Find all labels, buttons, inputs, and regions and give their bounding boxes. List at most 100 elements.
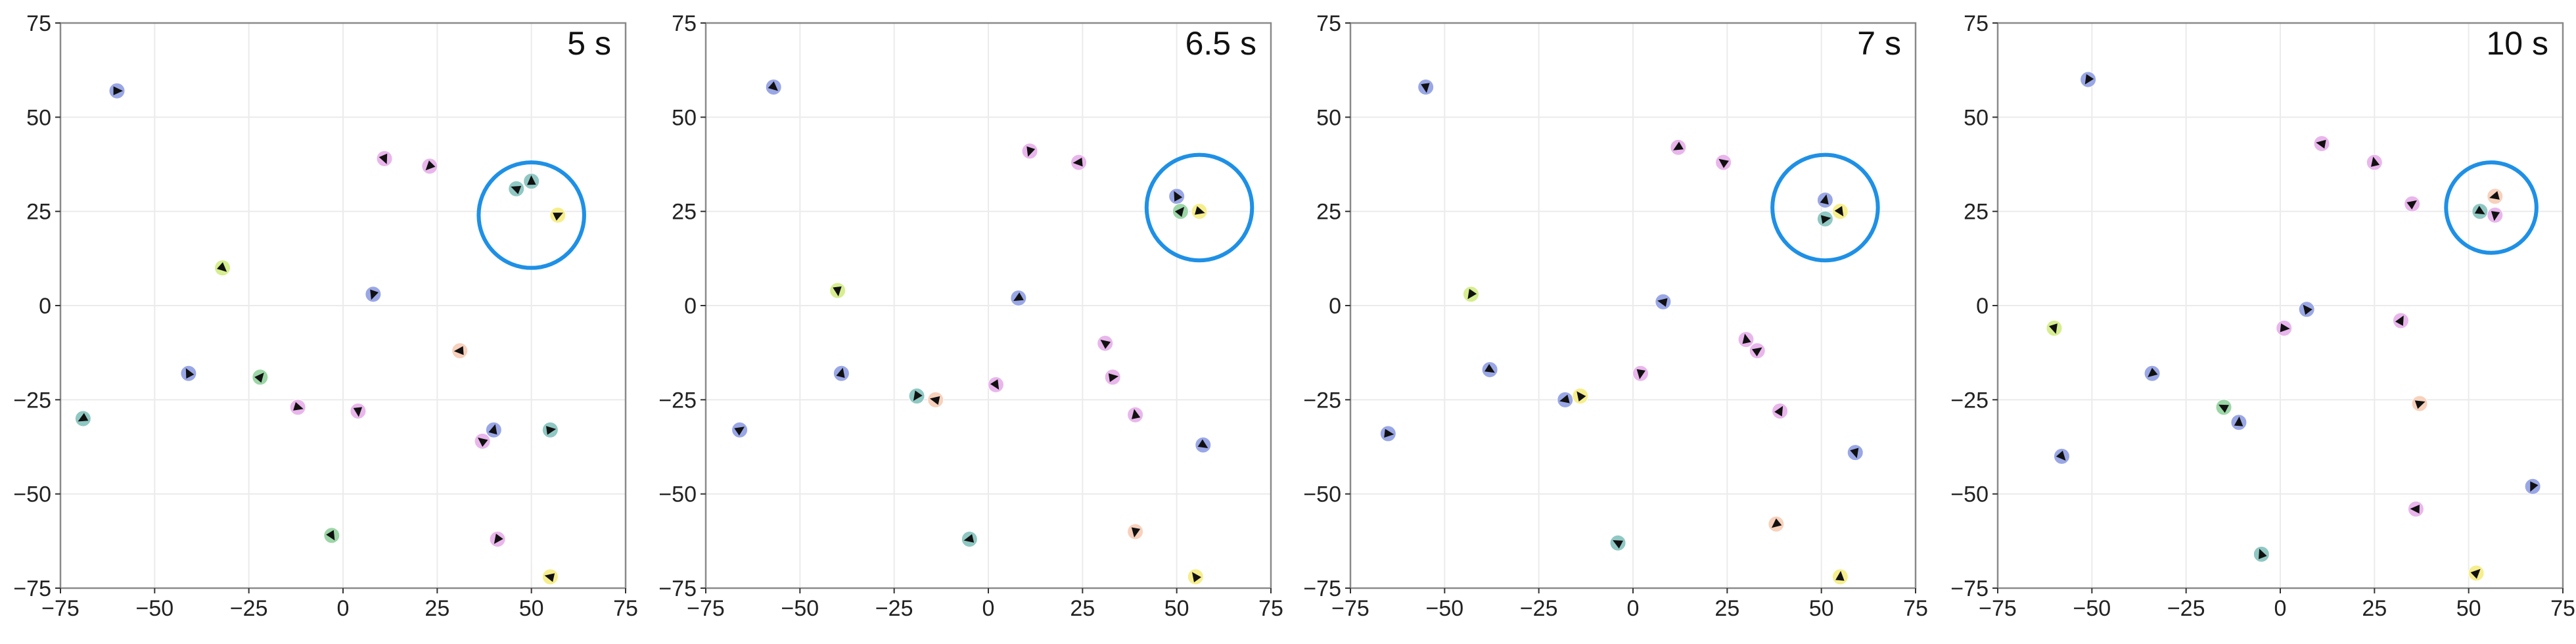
point-arrow-icon bbox=[1195, 206, 1205, 215]
y-tick-label: 75 bbox=[26, 11, 51, 36]
data-point bbox=[1127, 523, 1144, 540]
point-arrow-icon bbox=[1132, 409, 1141, 419]
x-tick-label: 50 bbox=[2456, 596, 2481, 621]
point-arrow-icon bbox=[217, 262, 227, 272]
y-tick-label: 0 bbox=[1976, 294, 1989, 319]
data-point bbox=[108, 82, 126, 99]
x-tick-label: −25 bbox=[230, 596, 268, 621]
x-tick-label: 75 bbox=[2550, 596, 2575, 621]
data-point bbox=[987, 376, 1004, 393]
data-point bbox=[1127, 406, 1144, 423]
data-point bbox=[1772, 403, 1789, 420]
point-arrow-icon bbox=[353, 407, 363, 417]
point-arrow-icon bbox=[425, 160, 436, 171]
y-tick-label: 75 bbox=[1316, 11, 1341, 36]
y-tick-label: −50 bbox=[13, 482, 51, 507]
point-arrow-icon bbox=[1174, 206, 1185, 218]
y-tick-label: 50 bbox=[672, 105, 697, 130]
x-tick-label: 0 bbox=[1627, 596, 1640, 621]
data-point bbox=[2276, 319, 2293, 336]
data-point bbox=[289, 399, 306, 416]
panel-4: −75 −50 −25 0 25 50 75 75 50 25 0 −25 −50 −75 10 s bbox=[1950, 11, 2575, 621]
data-point bbox=[541, 421, 559, 438]
point-arrow-icon bbox=[1108, 373, 1119, 382]
point-arrow-icon bbox=[2219, 404, 2229, 413]
x-tick-label: 50 bbox=[1164, 596, 1189, 621]
data-point bbox=[765, 78, 782, 95]
data-point bbox=[1010, 290, 1027, 307]
data-point bbox=[1715, 154, 1732, 171]
data-point bbox=[489, 530, 506, 547]
data-point bbox=[1379, 425, 1396, 442]
data-point bbox=[214, 260, 231, 277]
y-tick-label: −25 bbox=[1950, 388, 1989, 413]
x-tick-label: 50 bbox=[1809, 596, 1834, 621]
point-arrow-icon bbox=[1751, 347, 1762, 357]
y-tick-label: 25 bbox=[672, 200, 697, 225]
data-point bbox=[421, 158, 438, 175]
data-point bbox=[1417, 78, 1435, 95]
data-point bbox=[350, 403, 367, 420]
point-arrow-icon bbox=[929, 396, 940, 405]
data-point bbox=[927, 391, 944, 408]
data-point bbox=[1172, 203, 1189, 220]
y-tick-label: −50 bbox=[1303, 482, 1341, 507]
point-arrow-icon bbox=[113, 86, 123, 95]
x-tick-label: −75 bbox=[1979, 596, 2017, 621]
data-point bbox=[74, 410, 91, 427]
point-arrow-icon bbox=[2470, 568, 2481, 579]
y-tick-label: −75 bbox=[1303, 576, 1341, 601]
point-arrow-icon bbox=[1718, 158, 1729, 168]
x-tick-label: 0 bbox=[337, 596, 350, 621]
y-tick-label: 0 bbox=[684, 294, 697, 319]
data-point bbox=[523, 173, 540, 190]
point-arrow-icon bbox=[1026, 146, 1036, 157]
y-tick-label: 75 bbox=[672, 11, 697, 36]
point-arrow-icon bbox=[1613, 540, 1623, 549]
point-arrow-icon bbox=[326, 530, 335, 541]
panel-3: −75 −50 −25 0 25 50 75 75 50 25 0 −25 −50 −75 7 s bbox=[1303, 11, 1928, 621]
point-arrow-icon bbox=[1834, 206, 1844, 217]
x-tick-label: 0 bbox=[2274, 596, 2287, 621]
data-point bbox=[2472, 203, 2489, 220]
data-point bbox=[2404, 195, 2421, 212]
y-tick-label: −75 bbox=[658, 576, 697, 601]
point-arrow-icon bbox=[488, 424, 497, 435]
point-arrow-icon bbox=[1384, 428, 1394, 438]
point-arrow-icon bbox=[833, 286, 842, 296]
point-arrow-icon bbox=[2491, 211, 2500, 221]
data-point bbox=[908, 388, 925, 405]
x-tick-label: −50 bbox=[781, 596, 819, 621]
x-tick-label: 75 bbox=[1903, 596, 1928, 621]
data-point bbox=[731, 421, 748, 438]
data-point bbox=[2468, 564, 2485, 582]
x-tick-label: 25 bbox=[2362, 596, 2387, 621]
point-arrow-icon bbox=[1197, 439, 1208, 448]
point-arrow-icon bbox=[494, 534, 503, 544]
y-tick-label: −75 bbox=[1950, 576, 1989, 601]
point-arrow-icon bbox=[254, 373, 264, 383]
x-tick-label: 25 bbox=[1070, 596, 1095, 621]
data-point bbox=[2230, 414, 2247, 431]
point-arrow-icon bbox=[2530, 481, 2539, 492]
data-point bbox=[1572, 388, 1589, 405]
data-point bbox=[1609, 534, 1626, 551]
data-point bbox=[1749, 342, 1766, 359]
x-tick-label: −25 bbox=[875, 596, 913, 621]
point-arrow-icon bbox=[836, 367, 845, 379]
x-tick-label: −75 bbox=[41, 596, 80, 621]
data-point bbox=[2046, 319, 2063, 336]
point-arrow-icon bbox=[1100, 339, 1111, 349]
data-point bbox=[2487, 206, 2504, 223]
x-tick-label: −50 bbox=[2073, 596, 2111, 621]
point-arrow-icon bbox=[1673, 141, 1684, 150]
point-arrow-icon bbox=[2371, 156, 2380, 167]
highlight-circle bbox=[476, 160, 586, 270]
point-arrow-icon bbox=[185, 368, 195, 379]
data-point bbox=[2366, 154, 2383, 171]
point-arrow-icon bbox=[2148, 367, 2158, 377]
point-arrow-icon bbox=[2406, 200, 2417, 210]
panel-2: −75 −50 −25 0 25 50 75 75 50 25 0 −25 −50 −75 6.5 s bbox=[658, 11, 1283, 621]
data-point bbox=[1070, 154, 1088, 171]
point-arrow-icon bbox=[2234, 416, 2243, 426]
